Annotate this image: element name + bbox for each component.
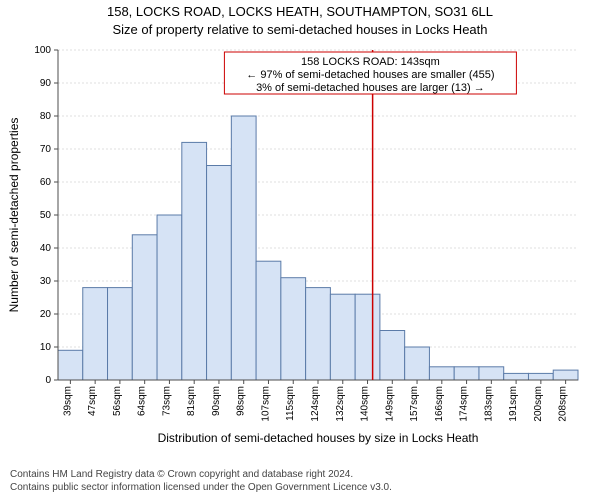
svg-text:70: 70 (40, 144, 52, 155)
svg-text:10: 10 (40, 342, 52, 353)
svg-text:Distribution of semi-detached: Distribution of semi-detached houses by … (158, 431, 479, 445)
svg-text:98sqm: 98sqm (236, 386, 247, 416)
chart-container: 158, LOCKS ROAD, LOCKS HEATH, SOUTHAMPTO… (0, 0, 600, 500)
svg-text:124sqm: 124sqm (310, 386, 321, 422)
svg-text:140sqm: 140sqm (360, 386, 371, 422)
svg-text:107sqm: 107sqm (260, 386, 271, 422)
svg-text:3% of semi-detached houses are: 3% of semi-detached houses are larger (1… (256, 82, 485, 94)
svg-text:90sqm: 90sqm (211, 386, 222, 416)
svg-text:50: 50 (40, 210, 52, 221)
svg-text:64sqm: 64sqm (137, 386, 148, 416)
svg-text:149sqm: 149sqm (384, 386, 395, 422)
footer-line-1: Contains HM Land Registry data © Crown c… (10, 468, 392, 481)
svg-text:81sqm: 81sqm (186, 386, 197, 416)
svg-text:60: 60 (40, 177, 52, 188)
svg-text:56sqm: 56sqm (112, 386, 123, 416)
svg-text:158, LOCKS ROAD, LOCKS HEATH,: 158, LOCKS ROAD, LOCKS HEATH, SOUTHAMPTO… (107, 4, 493, 19)
svg-text:132sqm: 132sqm (335, 386, 346, 422)
svg-text:0: 0 (45, 375, 51, 386)
svg-text:73sqm: 73sqm (161, 386, 172, 416)
svg-text:← 97% of semi-detached houses: ← 97% of semi-detached houses are smalle… (246, 69, 494, 81)
svg-text:174sqm: 174sqm (459, 386, 470, 422)
histogram-chart: 158, LOCKS ROAD, LOCKS HEATH, SOUTHAMPTO… (0, 0, 600, 500)
svg-text:40: 40 (40, 243, 52, 254)
svg-text:158 LOCKS ROAD: 143sqm: 158 LOCKS ROAD: 143sqm (301, 56, 440, 68)
svg-text:166sqm: 166sqm (434, 386, 445, 422)
svg-text:80: 80 (40, 111, 52, 122)
svg-text:157sqm: 157sqm (409, 386, 420, 422)
svg-text:39sqm: 39sqm (62, 386, 73, 416)
footer-attribution: Contains HM Land Registry data © Crown c… (10, 468, 392, 494)
svg-text:100: 100 (34, 45, 51, 56)
svg-text:20: 20 (40, 309, 52, 320)
svg-text:183sqm: 183sqm (483, 386, 494, 422)
svg-text:115sqm: 115sqm (285, 386, 296, 421)
svg-text:47sqm: 47sqm (87, 386, 98, 416)
svg-text:30: 30 (40, 276, 52, 287)
svg-text:208sqm: 208sqm (558, 386, 569, 422)
svg-text:Size of property relative to s: Size of property relative to semi-detach… (112, 22, 487, 37)
svg-text:Number of semi-detached proper: Number of semi-detached properties (7, 118, 21, 313)
svg-text:200sqm: 200sqm (533, 386, 544, 422)
svg-text:191sqm: 191sqm (508, 386, 519, 422)
svg-text:90: 90 (40, 78, 52, 89)
footer-line-2: Contains public sector information licen… (10, 481, 392, 494)
